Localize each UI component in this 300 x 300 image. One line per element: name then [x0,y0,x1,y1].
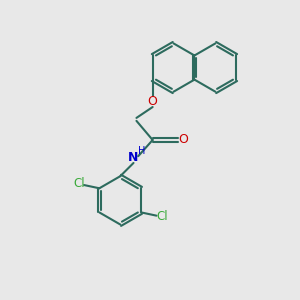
Text: Cl: Cl [156,210,168,223]
Text: Cl: Cl [73,177,85,190]
Text: O: O [148,95,158,108]
Text: H: H [138,146,145,156]
Text: N: N [128,151,139,164]
Text: O: O [178,134,188,146]
